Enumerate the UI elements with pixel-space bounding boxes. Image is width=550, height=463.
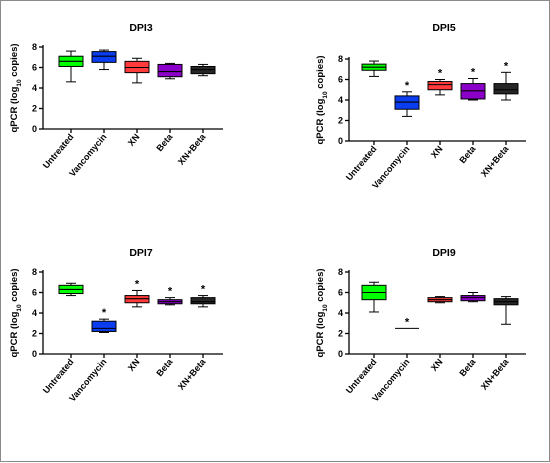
y-axis-label: qPCR (log10 copies) [315,268,329,357]
significance-star: * [135,278,140,290]
x-category-label: Beta [457,356,478,378]
x-category-label: Beta [457,143,478,165]
y-tick-label: 0 [338,349,343,359]
y-tick-label: 8 [32,267,37,277]
box-beta: Beta [154,62,183,153]
panel-dpi7: DPI7 qPCR (log10 copies) 0 2 4 6 8 Untreated*Va… [9,247,223,404]
y-tick-label: 6 [32,63,37,73]
box-beta: * Beta [154,286,183,378]
x-category-label: XN+Beta [176,131,208,167]
y-tick-label: 2 [32,104,37,114]
panel-title: DPI7 [129,247,153,259]
significance-star: * [102,307,107,319]
x-category-label: Untreated [344,144,379,183]
significance-star: * [405,80,410,92]
box-untreated: Untreated [41,282,84,396]
box-beta: * Beta [457,66,486,165]
y-tick-label: 8 [338,54,343,64]
y-tick-label: 8 [32,42,37,52]
box-vancomycin: *Vancomycin [67,307,117,404]
significance-star: * [504,60,509,72]
iqr-box [91,51,117,63]
y-tick-label: 6 [32,288,37,298]
significance-star: * [168,286,173,298]
y-tick-label: 0 [338,136,343,146]
significance-star: * [438,68,443,80]
iqr-box [190,297,216,305]
significance-star: * [471,66,476,78]
iqr-box [91,320,117,332]
box-vancomycin: *Vancomycin [370,80,420,191]
box-xn-beta: XN+Beta [176,63,216,167]
y-tick-label: 2 [338,329,343,339]
box-untreated: Untreated [344,281,387,396]
box-beta: Beta [457,292,486,378]
y-tick-label: 4 [32,83,37,93]
panel-dpi5: DPI5 qPCR (log10 copies) 0 2 4 6 8 Untreated*Va… [315,22,526,191]
y-tick-label: 4 [338,95,343,105]
y-tick-label: 6 [338,75,343,85]
iqr-box [493,83,519,95]
x-category-label: Untreated [41,357,76,396]
panel-title: DPI5 [432,22,456,34]
y-tick-label: 2 [32,329,37,339]
panel-title: DPI3 [129,22,153,34]
x-category-label: XN [126,132,142,148]
box-xn: * XN [427,68,453,160]
box-xn: * XN [124,278,150,373]
y-tick-label: 2 [338,116,343,126]
significance-star: * [201,284,206,296]
x-category-label: Beta [154,356,175,378]
x-category-label: XN [126,357,142,373]
y-tick-label: 8 [338,267,343,277]
y-tick-label: 4 [32,308,37,318]
x-category-label: Untreated [41,132,76,171]
y-tick-label: 0 [32,124,37,134]
panel-dpi9: DPI9 qPCR (log10 copies) 0 2 4 6 8 Untreated*Va… [315,247,526,404]
y-axis-label: qPCR (log10 copies) [9,43,23,132]
y-tick-label: 0 [32,349,37,359]
x-category-label: XN+Beta [479,143,511,179]
y-axis-label: qPCR (log10 copies) [315,55,329,144]
box-vancomycin: *Vancomycin [370,316,419,404]
panel-title: DPI9 [432,247,456,259]
y-tick-label: 4 [338,308,343,318]
panel-dpi3: DPI3 qPCR (log10 copies) 0 2 4 6 8 UntreatedVan… [9,22,223,179]
iqr-box [157,63,183,78]
iqr-box [427,81,453,91]
box-xn-beta: XN+Beta [479,296,519,392]
box-xn: XN [427,296,453,373]
x-category-label: Beta [154,131,175,153]
y-axis-label: qPCR (log10 copies) [9,268,23,357]
y-tick-label: 6 [338,288,343,298]
x-category-label: Untreated [344,357,379,396]
box-untreated: Untreated [344,60,387,183]
significance-star: * [405,316,410,328]
box-xn-beta: * XN+Beta [479,60,519,179]
box-untreated: Untreated [41,50,84,171]
box-xn: XN [124,57,150,148]
x-category-label: XN+Beta [176,356,208,392]
x-category-label: XN+Beta [479,356,511,392]
box-vancomycin: Vancomycin [67,49,117,179]
x-category-label: XN [429,144,445,160]
x-category-label: XN [429,357,445,373]
